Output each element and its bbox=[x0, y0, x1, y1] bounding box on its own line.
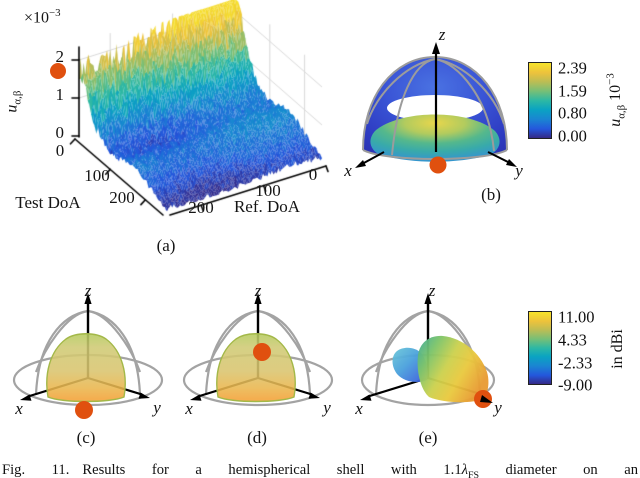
ref-axis-label: Ref. DoA bbox=[233, 197, 301, 216]
y-axis-arrow-e-overlay bbox=[480, 395, 493, 403]
y-axis-letter-d: y bbox=[321, 398, 331, 417]
z-axis-letter-e: z bbox=[428, 281, 436, 300]
z-axis-letter-d: z bbox=[254, 281, 262, 300]
z-axis-letter-b: z bbox=[438, 25, 446, 44]
caption-label: Fig. 11. bbox=[2, 462, 70, 478]
ref-tick-0: 0 bbox=[308, 165, 318, 184]
x-axis-letter-d: x bbox=[184, 399, 193, 418]
panel-c-label: (c) bbox=[77, 428, 96, 447]
z-axis-exponent: ×10−3 bbox=[24, 7, 61, 27]
surface-canvas bbox=[0, 0, 336, 238]
x-axis-arrow-b bbox=[355, 160, 366, 168]
doa-marker-d bbox=[253, 343, 271, 361]
z-axis-label: uα,β bbox=[3, 90, 24, 113]
test-tick-200: 200 bbox=[109, 188, 135, 207]
figure-caption: Fig. 11. Results for a hemispherical shel… bbox=[2, 462, 638, 478]
ref-tick-100: 100 bbox=[255, 181, 281, 200]
y-axis-letter-e: y bbox=[492, 398, 502, 417]
y-axis-letter-c: y bbox=[151, 398, 161, 417]
colorbar-e-unit: in dBi bbox=[609, 329, 626, 369]
colorbar-b-tick-4: 0.00 bbox=[558, 126, 587, 146]
colorbar-b-tick-3: 0.80 bbox=[558, 103, 587, 123]
x-axis-line-b bbox=[361, 151, 385, 165]
doa-marker-b bbox=[429, 156, 447, 174]
panel-b-label: (b) bbox=[481, 185, 501, 204]
doa-marker-c bbox=[75, 401, 93, 419]
colorbar-e-tick-1: 11.00 bbox=[558, 307, 595, 327]
colorbar-e-tick-3: -2.33 bbox=[558, 353, 593, 373]
test-tick-0: 0 bbox=[55, 141, 65, 160]
z-tick-2: 2 bbox=[55, 47, 65, 66]
colorbar-e bbox=[528, 311, 552, 385]
z-axis-letter-c: z bbox=[84, 281, 92, 300]
panel-a-label: (a) bbox=[156, 236, 176, 255]
colorbar-e-tick-4: -9.00 bbox=[558, 375, 593, 395]
panel-b-plot: z x y (b) bbox=[343, 25, 523, 204]
panel-d-label: (d) bbox=[247, 428, 267, 447]
y-axis-letter-b: y bbox=[513, 161, 523, 180]
colorbar-b-unit: uα,β 10−3 bbox=[604, 73, 628, 127]
test-axis-label: Test DoA bbox=[15, 193, 81, 212]
colorbar-b bbox=[528, 62, 552, 139]
ref-tick-200: 200 bbox=[188, 198, 214, 217]
pattern-main-lobe-e bbox=[417, 335, 489, 403]
panel-e-label: (e) bbox=[419, 428, 438, 447]
colorbar-e-tick-2: 4.33 bbox=[558, 330, 587, 350]
x-axis-letter-c: x bbox=[14, 399, 23, 418]
doa-marker-a bbox=[50, 63, 66, 79]
colorbar-b-tick-2: 1.59 bbox=[558, 81, 587, 101]
z-tick-0: 0 bbox=[55, 123, 65, 142]
test-tick-100: 100 bbox=[84, 166, 110, 185]
colorbar-b-tick-1: 2.39 bbox=[558, 58, 587, 78]
z-tick-1: 1 bbox=[55, 85, 65, 104]
y-axis-arrow-b bbox=[506, 159, 517, 167]
pattern-blob-c bbox=[46, 333, 126, 403]
bottom-row-plots: z x y z x y z x y (c) (d) (e) bbox=[12, 281, 502, 447]
y-axis-line-b bbox=[487, 151, 511, 164]
z-axis-arrow-b bbox=[432, 42, 440, 54]
x-axis-letter-b: x bbox=[343, 161, 352, 180]
x-axis-letter-e: x bbox=[354, 399, 363, 418]
pattern-blob-d bbox=[216, 333, 296, 403]
